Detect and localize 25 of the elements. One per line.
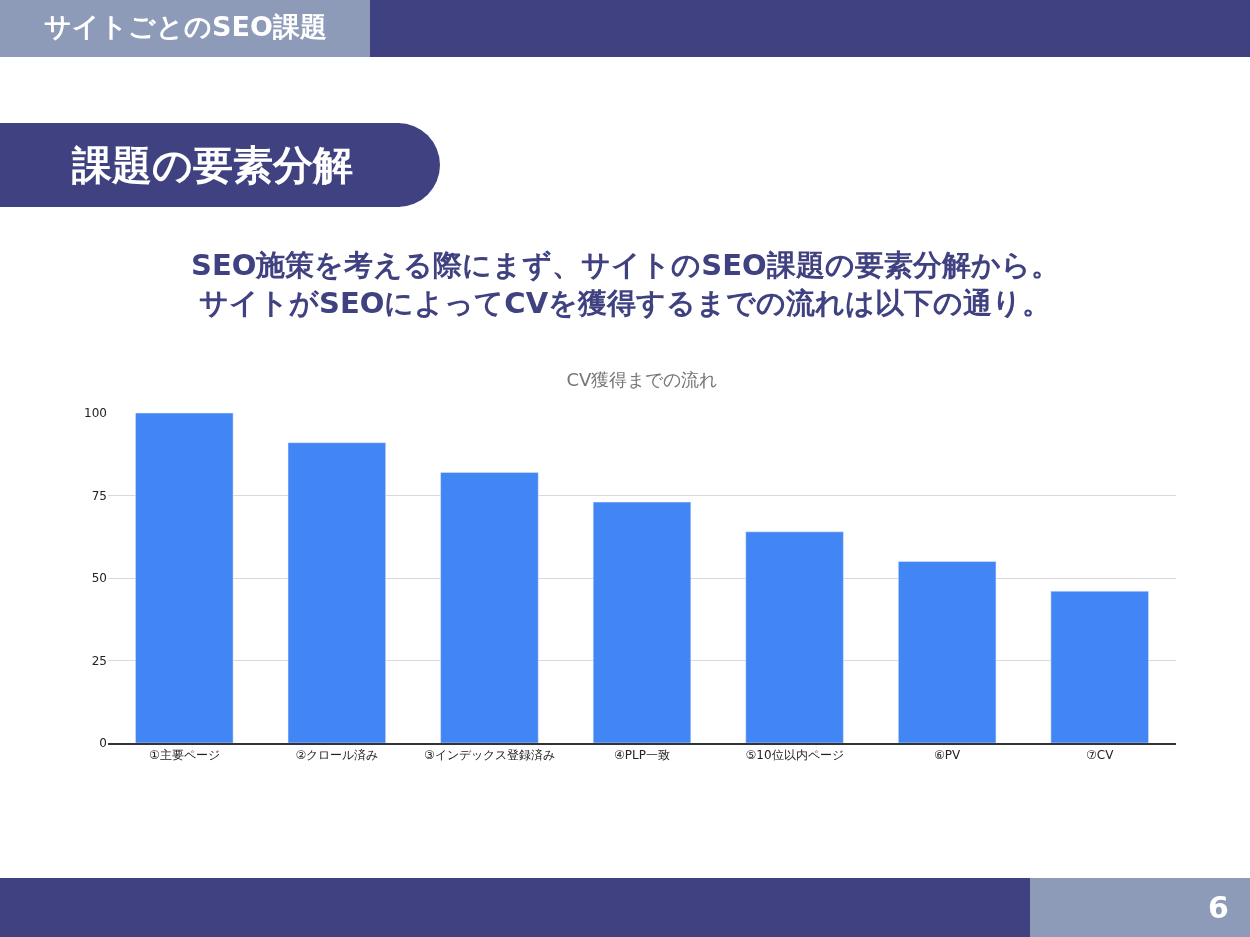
x-tick-label: ⑥PV xyxy=(934,748,962,763)
bar xyxy=(135,413,234,743)
chart-subtitle: SEO施策を考える際にまず、サイトのSEO課題の要素分解から。 xyxy=(191,248,1060,282)
bar xyxy=(898,561,997,743)
x-tick-label: ①主要ページ xyxy=(148,748,220,763)
y-tick-label: 75 xyxy=(91,488,107,503)
y-tick-label: 25 xyxy=(91,653,107,668)
bar xyxy=(592,501,692,743)
y-tick-label: 100 xyxy=(84,406,107,421)
x-tick-label: ②クロール済み xyxy=(295,748,379,763)
x-tick-label: ⑦CV xyxy=(1086,748,1115,763)
x-tick-label: ③インデックス登録済み xyxy=(424,748,555,763)
bar xyxy=(1050,590,1149,743)
text: サイトがSEOによってCVを獲得するまでの流れは以下の通り。 xyxy=(199,286,1052,320)
text: 課題の要素分解 xyxy=(71,142,353,188)
bar xyxy=(287,442,386,743)
text: 6 xyxy=(1208,890,1229,925)
y-tick-label: 0 xyxy=(99,736,107,751)
x-tick-label: ⑤10位以内ページ xyxy=(745,748,844,763)
bar xyxy=(440,472,539,743)
bar xyxy=(745,531,844,743)
x-tick-label: ④PLP一致 xyxy=(614,748,670,763)
y-tick-label: 50 xyxy=(91,571,107,586)
chart-title: CV獲得までの流れ xyxy=(566,369,718,391)
text: サイトごとのSEO課題 xyxy=(44,11,327,42)
